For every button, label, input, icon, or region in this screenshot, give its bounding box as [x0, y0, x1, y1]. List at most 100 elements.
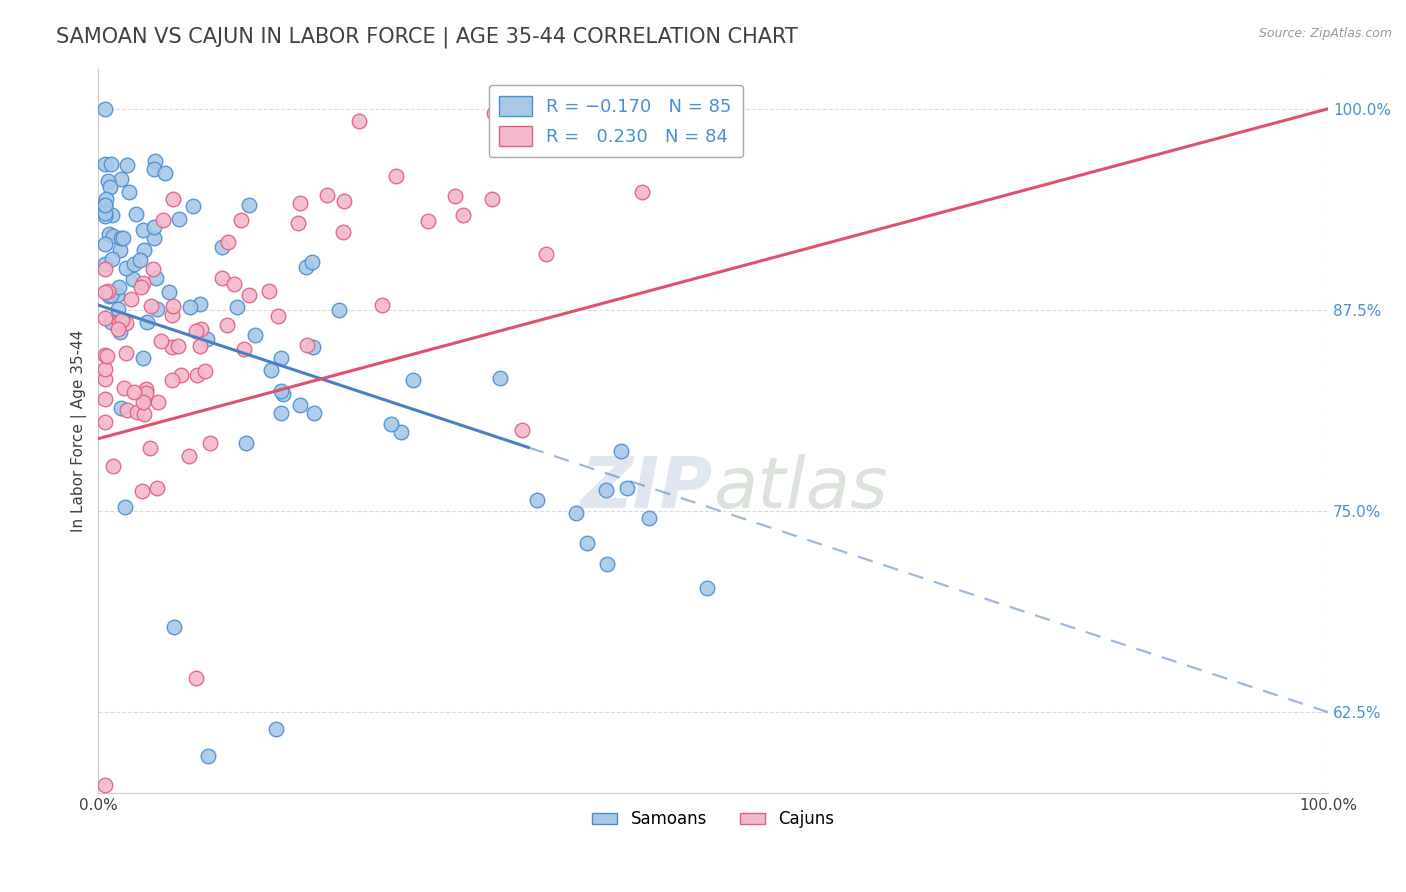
Point	[162, 299, 184, 313]
Point	[179, 300, 201, 314]
Point	[231, 213, 253, 227]
Point	[225, 300, 247, 314]
Point	[132, 351, 155, 366]
Point	[443, 189, 465, 203]
Text: Source: ZipAtlas.com: Source: ZipAtlas.com	[1258, 27, 1392, 40]
Point	[163, 620, 186, 634]
Point	[97, 284, 120, 298]
Point	[211, 271, 233, 285]
Point	[145, 271, 167, 285]
Point	[264, 722, 287, 736]
Point	[132, 407, 155, 421]
Point	[270, 406, 292, 420]
Point	[100, 157, 122, 171]
Point	[125, 405, 148, 419]
Point	[181, 199, 204, 213]
Point	[167, 339, 190, 353]
Point	[110, 231, 132, 245]
Point	[143, 154, 166, 169]
Point	[93, 257, 115, 271]
Point	[93, 209, 115, 223]
Point	[217, 318, 239, 332]
Point	[328, 302, 350, 317]
Point	[157, 285, 180, 299]
Point	[188, 339, 211, 353]
Legend: Samoans, Cajuns: Samoans, Cajuns	[585, 804, 841, 835]
Point	[575, 536, 598, 550]
Text: SAMOAN VS CAJUN IN LABOR FORCE | AGE 35-44 CORRELATION CHART: SAMOAN VS CAJUN IN LABOR FORCE | AGE 35-…	[56, 27, 799, 48]
Point	[93, 372, 115, 386]
Point	[222, 277, 245, 292]
Text: atlas: atlas	[713, 454, 887, 523]
Point	[332, 225, 354, 239]
Point	[110, 401, 132, 415]
Point	[97, 289, 120, 303]
Point	[93, 236, 115, 251]
Point	[302, 340, 325, 354]
Point	[385, 169, 408, 184]
Point	[93, 348, 115, 362]
Point	[696, 581, 718, 595]
Point	[596, 557, 619, 571]
Point	[117, 186, 139, 200]
Point	[100, 288, 122, 302]
Point	[93, 285, 115, 300]
Point	[93, 206, 115, 220]
Point	[132, 277, 155, 291]
Point	[93, 415, 115, 429]
Point	[108, 243, 131, 257]
Point	[557, 102, 579, 116]
Point	[160, 308, 183, 322]
Point	[347, 114, 370, 128]
Point	[108, 318, 131, 332]
Point	[93, 157, 115, 171]
Point	[107, 322, 129, 336]
Point	[122, 384, 145, 399]
Point	[129, 280, 152, 294]
Point	[142, 161, 165, 176]
Point	[316, 188, 339, 202]
Point	[143, 219, 166, 234]
Point	[267, 309, 290, 323]
Point	[153, 166, 176, 180]
Point	[217, 235, 239, 249]
Point	[290, 195, 312, 210]
Point	[114, 500, 136, 514]
Point	[145, 302, 167, 317]
Point	[488, 371, 510, 385]
Point	[93, 198, 115, 212]
Point	[288, 398, 311, 412]
Point	[97, 174, 120, 188]
Point	[139, 441, 162, 455]
Point	[186, 368, 208, 382]
Point	[211, 240, 233, 254]
Point	[295, 338, 318, 352]
Point	[371, 298, 394, 312]
Point	[389, 425, 412, 439]
Point	[100, 315, 122, 329]
Point	[112, 380, 135, 394]
Point	[98, 180, 121, 194]
Point	[111, 313, 134, 327]
Point	[679, 102, 702, 116]
Point	[451, 208, 474, 222]
Point	[301, 255, 323, 269]
Point	[184, 671, 207, 685]
Point	[93, 310, 115, 325]
Point	[141, 300, 163, 314]
Point	[132, 223, 155, 237]
Point	[108, 315, 131, 329]
Point	[190, 322, 212, 336]
Point	[105, 288, 128, 302]
Point	[136, 315, 159, 329]
Point	[100, 252, 122, 266]
Point	[122, 272, 145, 286]
Point	[235, 436, 257, 450]
Point	[510, 423, 533, 437]
Point	[177, 449, 200, 463]
Point	[135, 386, 157, 401]
Point	[93, 102, 115, 116]
Point	[120, 292, 142, 306]
Point	[110, 171, 132, 186]
Point	[169, 211, 191, 226]
